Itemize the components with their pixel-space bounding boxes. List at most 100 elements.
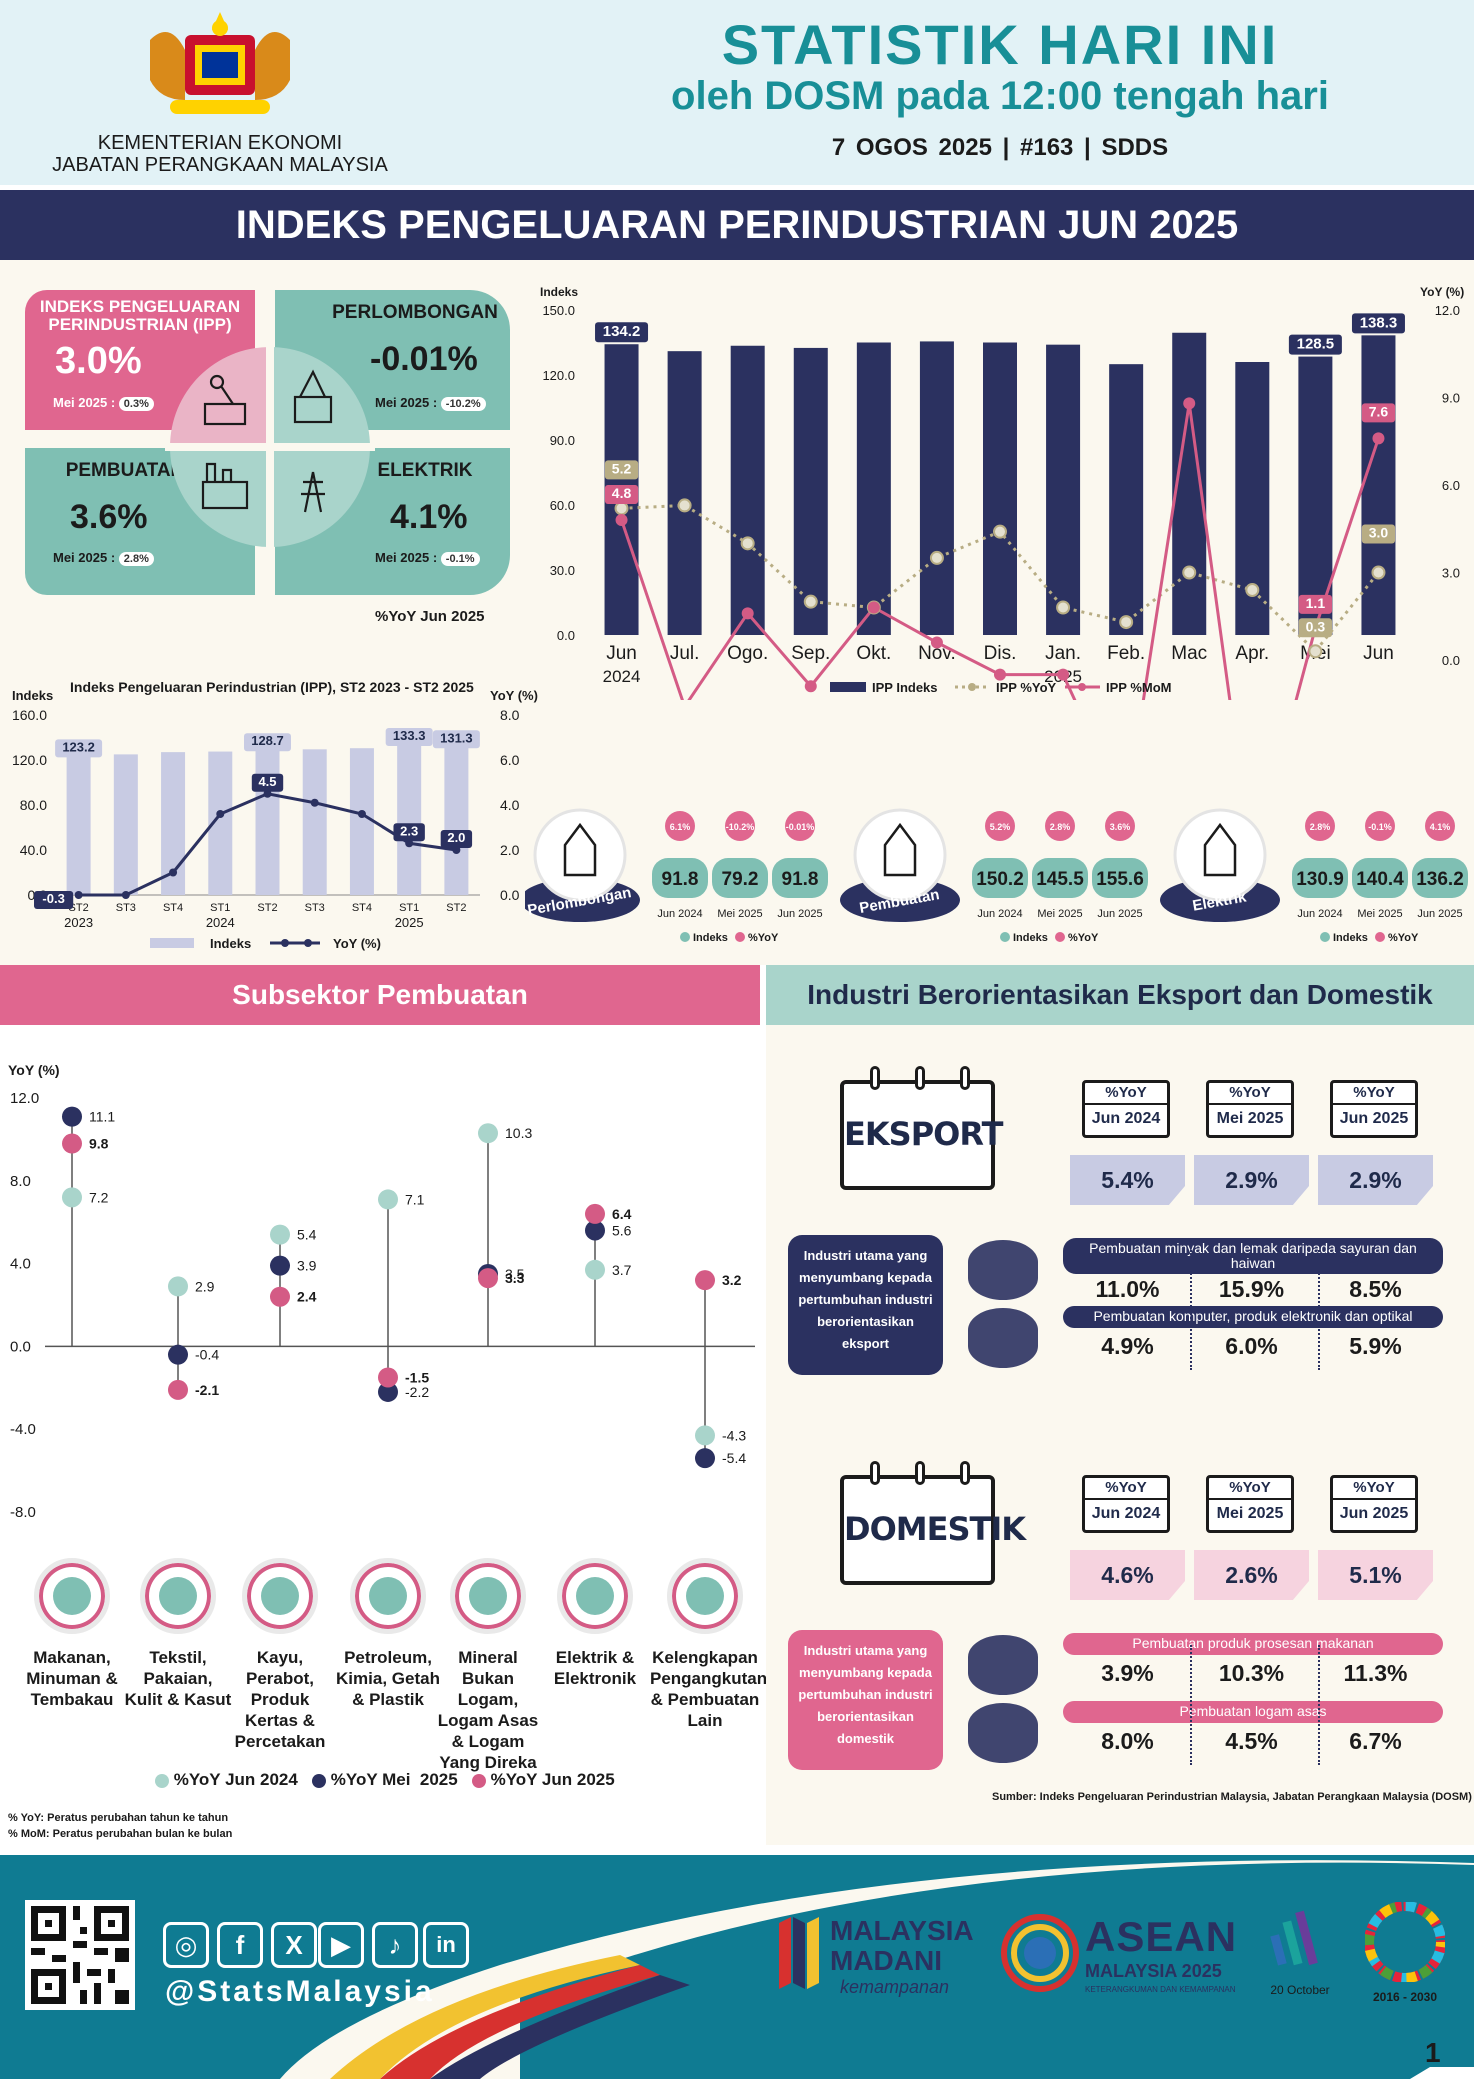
- mom-point: [930, 636, 943, 649]
- linkedin-icon[interactable]: in: [423, 1922, 469, 1968]
- y-tick-label: 8.0: [10, 1173, 31, 1190]
- asean-line-3: KETERANGKUMAN DAN KEMAMPANAN: [1085, 1985, 1236, 1994]
- column-divider: [1190, 1250, 1192, 1370]
- x-tick-label: ST1: [210, 902, 230, 914]
- right-tick-label: 9.0: [1442, 391, 1460, 406]
- facebook-icon[interactable]: f: [217, 1922, 263, 1968]
- legend-dot-jun25: [471, 1773, 486, 1788]
- legend-dot-yoy: [1375, 932, 1385, 942]
- column-divider: [1318, 1645, 1320, 1765]
- point-mei-2025: [378, 1381, 398, 1402]
- column-head: %YoY: [1333, 1083, 1415, 1105]
- factory-icon: [883, 822, 917, 877]
- furniture-icon-glyph: [261, 1577, 299, 1615]
- bus-icon-glyph: [686, 1577, 724, 1615]
- legend-label-yoy: YoY (%): [333, 936, 381, 951]
- calendar-ring-icon: [960, 1066, 970, 1090]
- left-axis-title: Indeks: [12, 688, 53, 703]
- bar-quarter-index: [66, 756, 91, 895]
- yoy-value-label: 4.5: [258, 774, 276, 789]
- legend-dot-mei25: [312, 1773, 327, 1788]
- year-label: 2024: [603, 667, 641, 686]
- sector-index-pill: [652, 858, 708, 898]
- x-icon[interactable]: X: [271, 1922, 317, 1968]
- point-jun-2024: [62, 1187, 82, 1208]
- sector-yoy-bubble: [725, 811, 755, 841]
- left-tick-label: 120.0: [542, 368, 575, 383]
- subsector-label: Petroleum, Kimia, Getah & Plastik: [336, 1648, 440, 1709]
- youtube-icon[interactable]: ▶: [318, 1922, 364, 1968]
- statistics-day-emblem: [1270, 1910, 1318, 1966]
- value-label: 3.3: [505, 1270, 525, 1286]
- x-tick-label: ST2: [446, 902, 466, 914]
- legend-label-index: Indeks: [1013, 932, 1048, 944]
- bar-quarter-index: [113, 754, 138, 895]
- right-tick-label: 6.0: [1442, 478, 1460, 493]
- world-statistics-day-logo: 20 October: [1255, 1905, 1345, 2005]
- domestik-description: Industri utama yang menyumbang kepada pe…: [788, 1630, 943, 1770]
- sector-yoy-bubble: [1105, 811, 1135, 841]
- asean-line-1: ASEAN: [1085, 1913, 1238, 1960]
- quarterly-title: Indeks Pengeluaran Perindustrian (IPP), …: [70, 679, 474, 695]
- value-label: 7.2: [89, 1189, 109, 1205]
- bar-quarter-index: [255, 750, 280, 895]
- sector-index-pill: [772, 858, 828, 898]
- yoy-value-label-box: [393, 823, 425, 842]
- bar-value-label: 134.2: [603, 323, 641, 340]
- sector-index-value: 91.8: [782, 869, 819, 890]
- refinery-icon: [350, 1558, 426, 1634]
- bar-quarter-index: [444, 747, 469, 895]
- bar-ipp-index: [793, 347, 828, 635]
- legend-dot-yoy: [735, 932, 745, 942]
- left-tick-label: 160.0: [12, 707, 47, 723]
- point-mei-2025: [168, 1344, 188, 1365]
- ministry-name: KEMENTERIAN EKONOMI JABATAN PERANGKAAN M…: [30, 132, 410, 176]
- bar-value-label-box: [595, 322, 649, 343]
- yoy-value-label-box: [1361, 524, 1396, 544]
- industry-name: Pembuatan produk prosesan makanan: [1063, 1633, 1443, 1655]
- right-axis-title: YoY (%): [490, 688, 538, 703]
- sdg-logo: 2016 - 2030: [1360, 1900, 1450, 2010]
- bar-ipp-index: [856, 342, 891, 635]
- value-label: 2.4: [297, 1289, 317, 1305]
- subsector-label: Mineral Bukan Logam, Logam Asas & Logam …: [437, 1648, 539, 1772]
- yoy-value-label: -0.3: [42, 891, 64, 906]
- sector-date-label: Jun 2025: [1417, 908, 1462, 920]
- sector-index-value: 150.2: [976, 869, 1024, 890]
- sdg-years: 2016 - 2030: [1372, 1990, 1438, 2004]
- value-label: -2.2: [405, 1384, 429, 1400]
- pembuatan-quadrant: PEMBUATAN 3.6% Mei 2025 : 2.8%: [25, 448, 255, 595]
- subsector-label: Elektrik & Elektronik: [553, 1648, 637, 1688]
- point-jun-2024: [478, 1123, 498, 1144]
- legend-label-index: Indeks: [693, 932, 728, 944]
- tiktok-icon[interactable]: ♪: [372, 1922, 418, 1968]
- mom-point: [741, 607, 754, 620]
- left-tick-label: 0.0: [557, 628, 575, 643]
- source-note: Sumber: Indeks Pengeluaran Perindustrian…: [992, 1791, 1472, 1803]
- yoy-column-header: %YoY Jun 2025: [1330, 1475, 1418, 1533]
- industry-yoy-value: 6.7%: [1349, 1728, 1402, 1754]
- refinery-icon-glyph: [369, 1577, 407, 1615]
- yoy-column-header: %YoY Jun 2024: [1082, 1475, 1170, 1533]
- header: KEMENTERIAN EKONOMI JABATAN PERANGKAAN M…: [0, 0, 1474, 185]
- column-divider: [1318, 1250, 1320, 1370]
- sector-index-pill: [1092, 858, 1148, 898]
- bar-value-label: 123.2: [62, 739, 95, 754]
- bar-ipp-index: [1046, 344, 1081, 635]
- industry-yoy-value: 4.5%: [1225, 1728, 1278, 1754]
- yoy-point: [1245, 583, 1260, 597]
- yoy-point: [310, 798, 319, 807]
- ipp-value: 3.0%: [55, 340, 142, 382]
- x-tick-label: Okt.: [856, 643, 891, 664]
- sector-icon-circle: [1173, 808, 1267, 902]
- qr-code: [25, 1900, 135, 2010]
- legend-label-mom: IPP %MoM: [1106, 680, 1172, 695]
- instagram-icon[interactable]: ◎: [163, 1922, 209, 1968]
- yoy-point: [121, 891, 130, 899]
- sector-index-pill: [1032, 858, 1088, 898]
- social-handle[interactable]: @StatsMalaysia: [165, 1975, 435, 2008]
- sector-index-value: 145.5: [1036, 869, 1084, 890]
- yoy-value-label-box: [251, 773, 284, 792]
- eksport-industry-icon-1: [968, 1240, 1038, 1300]
- perlombongan-value: -0.01%: [370, 340, 478, 378]
